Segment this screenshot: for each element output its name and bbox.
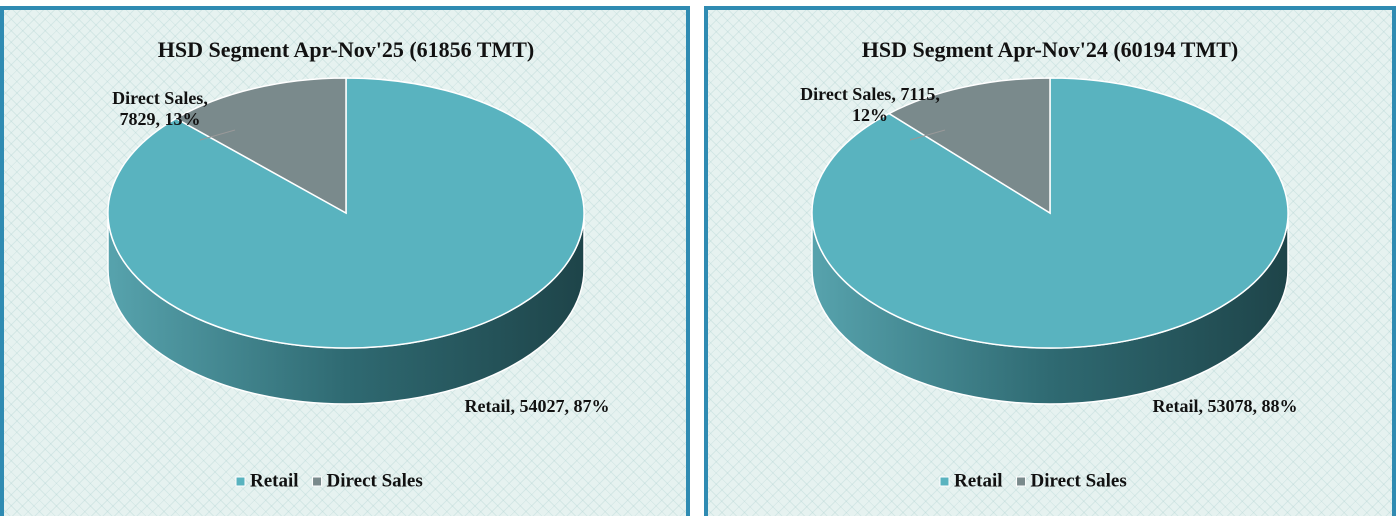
leader-line — [199, 129, 236, 141]
pie-slice — [887, 77, 1051, 215]
data-label: Direct Sales, 7115, 12% — [800, 84, 940, 125]
legend-swatch — [1016, 476, 1027, 487]
data-label: Retail, 54027, 87% — [464, 396, 610, 416]
legend-swatch — [312, 476, 323, 487]
legend-swatch — [235, 476, 246, 487]
legend-swatch — [939, 476, 950, 487]
legend-label: Direct Sales — [1031, 470, 1127, 491]
legend-label: Direct Sales — [327, 470, 423, 491]
legend-label: Retail — [954, 470, 1003, 491]
pie-slice — [174, 77, 347, 215]
leader-line — [909, 129, 946, 141]
data-label: Direct Sales, 7829, 13% — [112, 88, 208, 129]
chart-title: HSD Segment Apr-Nov'24 (60194 TMT) — [862, 37, 1238, 62]
legend-label: Retail — [250, 470, 299, 491]
data-label: Retail, 53078, 88% — [1152, 396, 1298, 416]
chart-title: HSD Segment Apr-Nov'25 (61856 TMT) — [158, 37, 534, 62]
